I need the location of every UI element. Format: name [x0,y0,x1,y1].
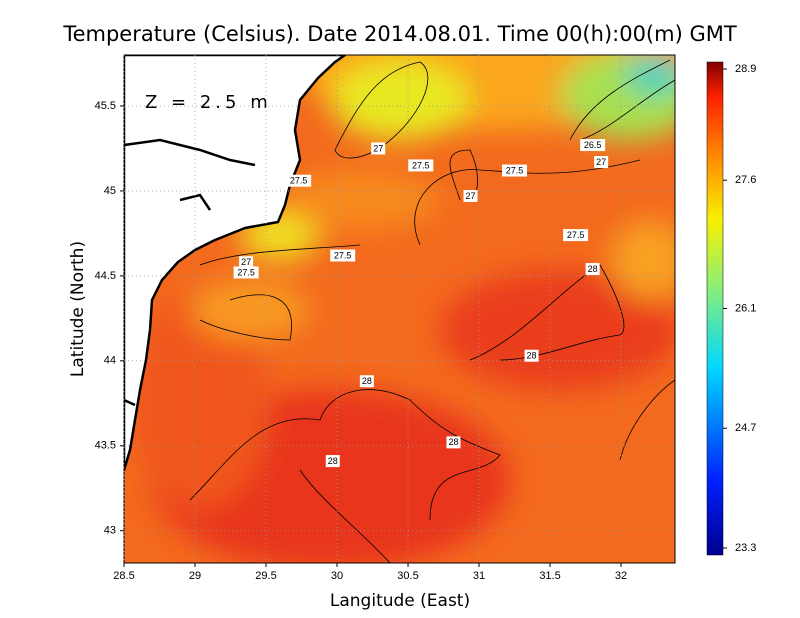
contour-label-box [580,139,606,152]
contour-label: 27 [596,157,606,167]
contour-label: 28 [527,351,537,361]
contour-label-box [563,229,589,242]
contour-label-box [286,174,312,187]
contour-label: 27.5 [334,250,352,260]
x-tick-label: 30 [331,570,343,582]
y-tick-label: 43.5 [95,440,116,452]
colorbar-tick-label: 28.9 [735,63,756,75]
colorbar-tick-label: 26.1 [735,302,756,314]
contour-label-box [463,190,478,203]
contour-label: 28 [362,376,372,386]
contour-label-box [524,349,539,362]
contour-label: 27 [241,257,251,267]
contour-label-box [502,164,528,177]
y-tick-label: 43 [104,525,116,537]
x-axis-label: Langitude (East) [330,591,470,611]
x-tick-label: 31 [473,570,485,582]
x-tick-label: 29.5 [255,570,276,582]
x-tick-label: 29 [189,570,201,582]
contour-label-box [359,375,374,388]
contour-label: 28 [448,437,458,447]
plot-frame [123,54,676,564]
contour-label-box [239,256,254,269]
x-tick-label: 31.5 [539,570,560,582]
colorbar-tick-label: 23.3 [735,542,756,554]
contour-label-box [585,263,600,276]
contour-label: 26.5 [584,140,602,150]
contour-label: 27.5 [506,165,524,175]
contour-label: 27 [373,143,383,153]
x-tick-label: 30.5 [397,570,418,582]
depth-annotation: Z = 2.5 m [145,92,272,113]
y-tick-label: 44.5 [95,270,116,282]
x-tick-label: 32 [615,570,627,582]
y-axis-label: Latitude (North) [68,241,88,377]
contour-label: 27.5 [237,267,255,277]
y-tick-label: 44 [104,355,116,367]
chart-title: Temperature (Celsius). Date 2014.08.01. … [62,22,737,46]
contour-label-box [371,142,386,155]
colorbar-tick-label: 24.7 [735,422,756,434]
y-tick-label: 45 [104,185,116,197]
contour-label-box [233,266,259,279]
contour-label: 27.5 [567,230,585,240]
contour-label: 28 [588,264,598,274]
contour-label: 27.5 [412,160,430,170]
contour-label-box [594,156,609,169]
x-tick-label: 28.5 [113,570,134,582]
colorbar [706,61,724,556]
contour-label-box [408,159,434,172]
contour-label-box [330,249,356,262]
contour-label-box [325,455,340,468]
contour-label-box [446,436,461,449]
contour-label: 28 [328,456,338,466]
contour-label: 27 [465,191,475,201]
y-tick-label: 45.5 [95,100,116,112]
colorbar-tick-label: 27.6 [735,174,756,186]
contour-label: 27.5 [290,176,308,186]
